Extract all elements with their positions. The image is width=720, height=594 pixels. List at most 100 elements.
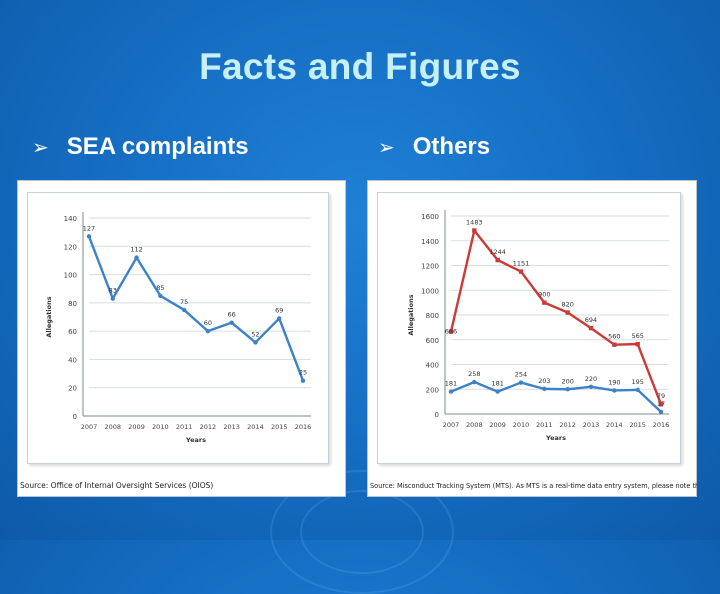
data-label: 1483 (466, 218, 483, 226)
data-point (565, 310, 570, 315)
y-tick-label: 120 (64, 243, 77, 251)
y-tick-label: 1600 (421, 213, 439, 221)
data-label: 75 (180, 298, 188, 306)
y-tick-label: 400 (426, 362, 439, 370)
y-tick-label: 140 (64, 215, 77, 223)
x-tick-label: 2007 (443, 421, 460, 429)
data-label: 820 (561, 301, 573, 309)
series-line (450, 380, 662, 413)
data-label: 1244 (489, 248, 506, 256)
data-point (635, 341, 640, 347)
others-chart-panel: 0 200 400 600 800 1000 1200 1400 1600 2007 2008 200… (367, 180, 697, 497)
data-point (612, 342, 617, 347)
data-point (134, 255, 139, 260)
data-label: 258 (468, 370, 480, 378)
data-point (542, 300, 547, 305)
x-axis-title: Years (185, 436, 206, 444)
data-point (658, 409, 664, 415)
x-tick-label: 2012 (200, 423, 217, 431)
y-tick-label: 800 (426, 312, 439, 320)
data-point (612, 388, 617, 393)
data-label: 565 (631, 332, 643, 340)
arrow-bullet-icon: ➢ (378, 136, 395, 159)
x-tick-label: 2011 (176, 423, 193, 431)
x-tick-label: 2010 (513, 421, 530, 429)
chart-source-note: Source: Office of Internal Oversight Ser… (20, 481, 214, 490)
y-axis-title: Allegations (407, 294, 415, 335)
data-point (448, 329, 454, 334)
x-tick-label: 2008 (466, 421, 483, 429)
x-tick-label: 2016 (295, 423, 312, 431)
y-tick-label: 80 (68, 300, 77, 308)
bullet-left-label: SEA complaints (66, 133, 249, 160)
data-point (277, 316, 282, 321)
data-label: 254 (515, 371, 527, 379)
data-point (518, 380, 524, 385)
x-tick-label: 2015 (629, 421, 646, 429)
x-tick-label: 2014 (247, 423, 264, 431)
y-tick-label: 600 (426, 337, 439, 345)
x-tick-label: 2015 (271, 423, 288, 431)
chart-source-note: Source: Misconduct Tracking System (MTS)… (370, 482, 697, 490)
x-tick-label: 2010 (152, 423, 169, 431)
data-label: 79 (657, 392, 665, 400)
data-label: 195 (631, 378, 643, 386)
x-tick-label: 2014 (606, 421, 623, 429)
background-ripple (300, 490, 424, 574)
y-tick-label: 1200 (421, 263, 439, 271)
y-tick-label: 0 (73, 413, 77, 421)
data-label: 25 (299, 369, 307, 377)
x-axis-title: Years (545, 434, 566, 442)
data-label: 17 (657, 400, 665, 408)
series-line (87, 235, 305, 382)
data-point (495, 389, 500, 394)
y-axis-title: Allegations (45, 296, 53, 337)
x-tick-label: 2009 (128, 423, 145, 431)
data-point (588, 325, 594, 331)
data-label: 190 (608, 378, 620, 386)
data-label: 900 (538, 291, 550, 299)
data-point (181, 307, 187, 313)
y-tick-label: 1400 (421, 238, 439, 246)
data-point (229, 320, 234, 325)
chart-frame (27, 192, 329, 464)
data-point (205, 328, 211, 334)
data-label: 200 (561, 377, 573, 385)
x-tick-label: 2011 (536, 421, 553, 429)
data-label: 203 (538, 377, 550, 385)
data-label: 694 (585, 316, 597, 324)
x-tick-label: 2013 (223, 423, 240, 431)
slide-title: Facts and Figures (199, 46, 521, 87)
chart-frame (377, 192, 681, 464)
data-label: 666 (445, 328, 457, 336)
x-tick-label: 2013 (583, 421, 600, 429)
y-tick-label: 100 (64, 272, 77, 280)
data-label: 52 (251, 330, 259, 338)
data-point (300, 378, 306, 383)
data-label: 181 (491, 380, 503, 388)
x-tick-label: 2008 (105, 423, 122, 431)
data-label: 85 (156, 284, 164, 292)
data-label: 66 (228, 311, 236, 319)
data-point (635, 387, 640, 393)
data-label: 112 (130, 246, 142, 254)
series-line (449, 229, 663, 405)
data-label: 181 (445, 380, 457, 388)
data-point (158, 293, 163, 298)
data-label: 1151 (513, 260, 530, 268)
data-label: 69 (275, 306, 283, 314)
bullet-right-label: Others (412, 133, 491, 160)
data-point (518, 269, 524, 274)
x-tick-label: 2016 (653, 421, 670, 429)
data-point (253, 340, 258, 345)
y-tick-label: 1000 (421, 287, 439, 295)
data-point (495, 257, 500, 263)
data-label: 220 (585, 375, 597, 383)
y-tick-label: 60 (68, 328, 77, 336)
bullet-right: ➢ Others (378, 133, 490, 161)
x-tick-label: 2009 (489, 421, 506, 429)
y-tick-label: 20 (68, 385, 77, 393)
x-tick-label: 2012 (559, 421, 576, 429)
data-point (588, 384, 594, 389)
data-point (542, 386, 547, 392)
